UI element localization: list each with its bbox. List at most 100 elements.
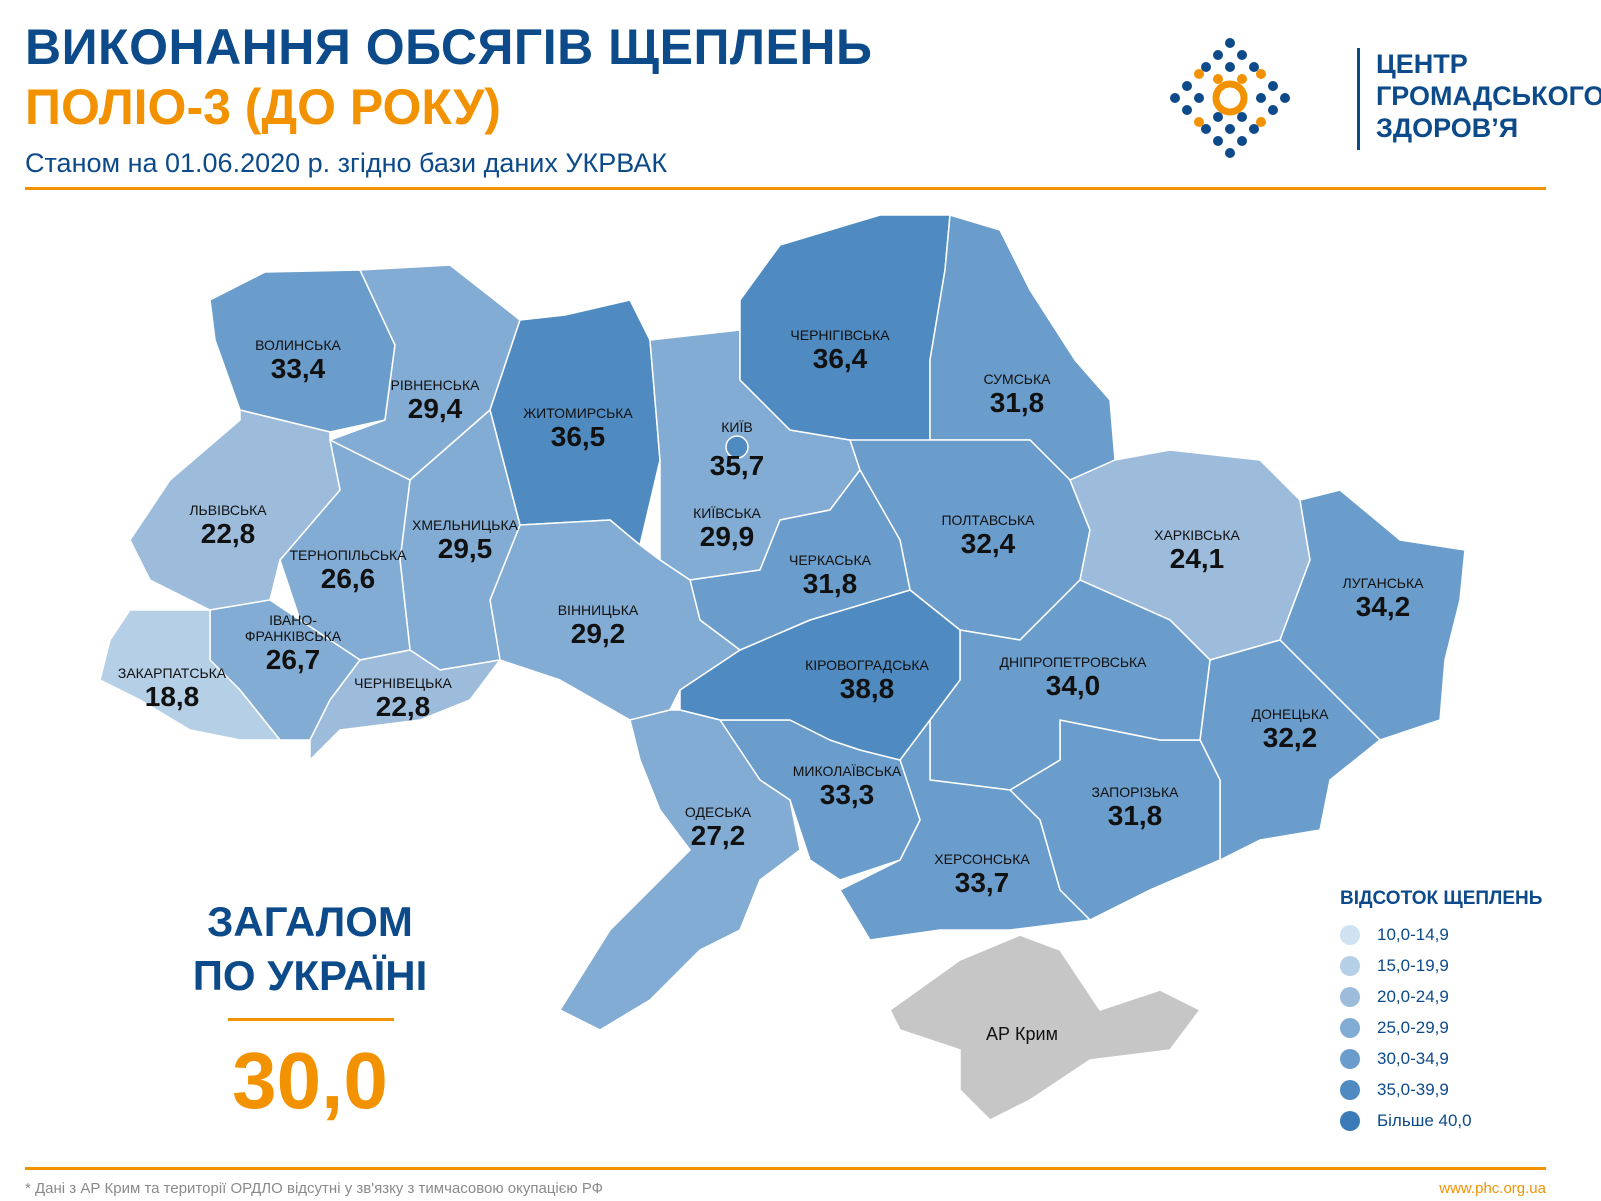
- total-divider: [228, 1018, 394, 1021]
- region-cherkaska[interactable]: [689, 469, 911, 651]
- region-value: 31,8: [803, 568, 858, 599]
- legend-item: 10,0-14,9: [1340, 925, 1449, 945]
- region-value: 32,2: [1263, 722, 1318, 753]
- legend-swatch: [1340, 1018, 1360, 1038]
- logo-dot: [1237, 112, 1247, 122]
- region-name: ЛУГАНСЬКА: [1343, 575, 1425, 591]
- region-value: 22,8: [376, 691, 431, 722]
- logo-dot: [1201, 62, 1211, 72]
- legend-item: Більше 40,0: [1340, 1111, 1472, 1131]
- total-label-line2: ПО УКРАЇНІ: [192, 952, 428, 999]
- logo-line2: ГРОМАДСЬКОГО: [1376, 81, 1601, 111]
- legend-label: 25,0-29,9: [1377, 1018, 1449, 1037]
- footer-divider: [25, 1167, 1546, 1170]
- logo-dot: [1194, 93, 1204, 103]
- logo-dot: [1256, 93, 1266, 103]
- logo-dot: [1194, 69, 1204, 79]
- region-name: ЗАКАРПАТСЬКА: [118, 665, 227, 681]
- region-name: ОДЕСЬКА: [685, 804, 752, 820]
- region-name: ХМЕЛЬНИЦЬКА: [412, 517, 519, 533]
- logo-dot: [1280, 93, 1290, 103]
- legend-label: 20,0-24,9: [1377, 987, 1449, 1006]
- legend-label: Більше 40,0: [1377, 1111, 1472, 1130]
- region-name: ВОЛИНСЬКА: [255, 337, 341, 353]
- logo-dot: [1237, 50, 1247, 60]
- region-value: 36,4: [813, 343, 868, 374]
- region-name: ДОНЕЦЬКА: [1252, 706, 1330, 722]
- total-label: ЗАГАЛОМ ПО УКРАЇНІ: [150, 895, 470, 1003]
- region-name: РІВНЕНСЬКА: [391, 377, 481, 393]
- region-value: 33,7: [955, 867, 1010, 898]
- region-name: ЧЕРНІГІВСЬКА: [790, 327, 890, 343]
- region-chernivetska[interactable]: [309, 649, 501, 761]
- region-name: ЧЕРКАСЬКА: [789, 552, 872, 568]
- logo-ring: [1212, 80, 1248, 116]
- region-value: 33,4: [271, 353, 326, 384]
- legend-label: 10,0-14,9: [1377, 925, 1449, 944]
- region-value: 34,0: [1046, 670, 1101, 701]
- footer-note: * Дані з АР Крим та території ОРДЛО відс…: [25, 1180, 604, 1197]
- logo-dot: [1225, 148, 1235, 158]
- logo-dot: [1237, 74, 1247, 84]
- logo-dot: [1213, 74, 1223, 84]
- region-name: ПОЛТАВСЬКА: [941, 512, 1035, 528]
- region-name: ЧЕРНІВЕЦЬКА: [354, 675, 452, 691]
- region-value: 32,4: [961, 528, 1016, 559]
- legend-item: 30,0-34,9: [1340, 1049, 1449, 1069]
- region-vinnytska[interactable]: [489, 519, 741, 721]
- region-name: МИКОЛАЇВСЬКА: [793, 763, 902, 779]
- legend-item: 20,0-24,9: [1340, 987, 1449, 1007]
- total-label-line1: ЗАГАЛОМ: [207, 898, 413, 945]
- logo-dot: [1194, 117, 1204, 127]
- region-value: 29,2: [571, 618, 626, 649]
- legend-label: 35,0-39,9: [1377, 1080, 1449, 1099]
- region-zakarpatska[interactable]: [99, 609, 281, 741]
- region-name: ХАРКІВСЬКА: [1154, 527, 1240, 543]
- region-value: 18,8: [145, 681, 200, 712]
- region-name: КИЇВСЬКА: [693, 505, 761, 521]
- region-luhanska[interactable]: [1279, 489, 1466, 741]
- legend-swatch: [1340, 925, 1360, 945]
- logo-dot: [1213, 112, 1223, 122]
- region-name: ІВАНО-: [269, 612, 317, 628]
- footer-url[interactable]: www.phc.org.ua: [1439, 1180, 1546, 1197]
- logo-divider: [1357, 48, 1360, 150]
- logo-dot: [1225, 124, 1235, 134]
- logo-line1: ЦЕНТР: [1376, 49, 1468, 79]
- total-value: 30,0: [232, 1036, 388, 1125]
- region-name: АР Крим: [986, 1024, 1058, 1044]
- legend-item: 25,0-29,9: [1340, 1018, 1449, 1038]
- region-value: 29,4: [408, 393, 463, 424]
- region-crimea[interactable]: [889, 934, 1201, 1121]
- region-name: ТЕРНОПІЛЬСЬКА: [289, 547, 407, 563]
- region-odeska[interactable]: [559, 709, 801, 1031]
- region-name: ДНІПРОПЕТРОВСЬКА: [1000, 654, 1148, 670]
- title-line1: ВИКОНАННЯ ОБСЯГІВ ЩЕПЛЕНЬ: [25, 19, 873, 75]
- logo-dot: [1225, 38, 1235, 48]
- region-value: 31,8: [990, 387, 1045, 418]
- legend-item: 15,0-19,9: [1340, 956, 1449, 976]
- region-value: 26,6: [321, 563, 376, 594]
- region-kyiv[interactable]: [725, 435, 749, 459]
- region-value: 29,9: [700, 521, 755, 552]
- legend-title: ВІДСОТОК ЩЕПЛЕНЬ: [1340, 888, 1543, 909]
- region-value: 34,2: [1356, 591, 1411, 622]
- logo-dot: [1268, 81, 1278, 91]
- header-divider: [25, 187, 1546, 190]
- logo-dot: [1237, 136, 1247, 146]
- region-value: 27,2: [691, 820, 746, 851]
- subtitle: Станом на 01.06.2020 р. згідно бази дани…: [25, 148, 668, 178]
- legend-label: 15,0-19,9: [1377, 956, 1449, 975]
- region-value: 33,3: [820, 779, 875, 810]
- logo-dot: [1213, 50, 1223, 60]
- logo-dot: [1201, 124, 1211, 134]
- logo-icon: [1170, 38, 1290, 158]
- region-value: 38,8: [840, 673, 895, 704]
- region-name: КИЇВ: [721, 419, 752, 435]
- logo-dot: [1268, 105, 1278, 115]
- region-value: 26,7: [266, 644, 321, 675]
- legend-swatch: [1340, 1080, 1360, 1100]
- region-name: ЖИТОМИРСЬКА: [523, 405, 633, 421]
- title-line2: ПОЛІО-3 (ДО РОКУ): [25, 79, 501, 135]
